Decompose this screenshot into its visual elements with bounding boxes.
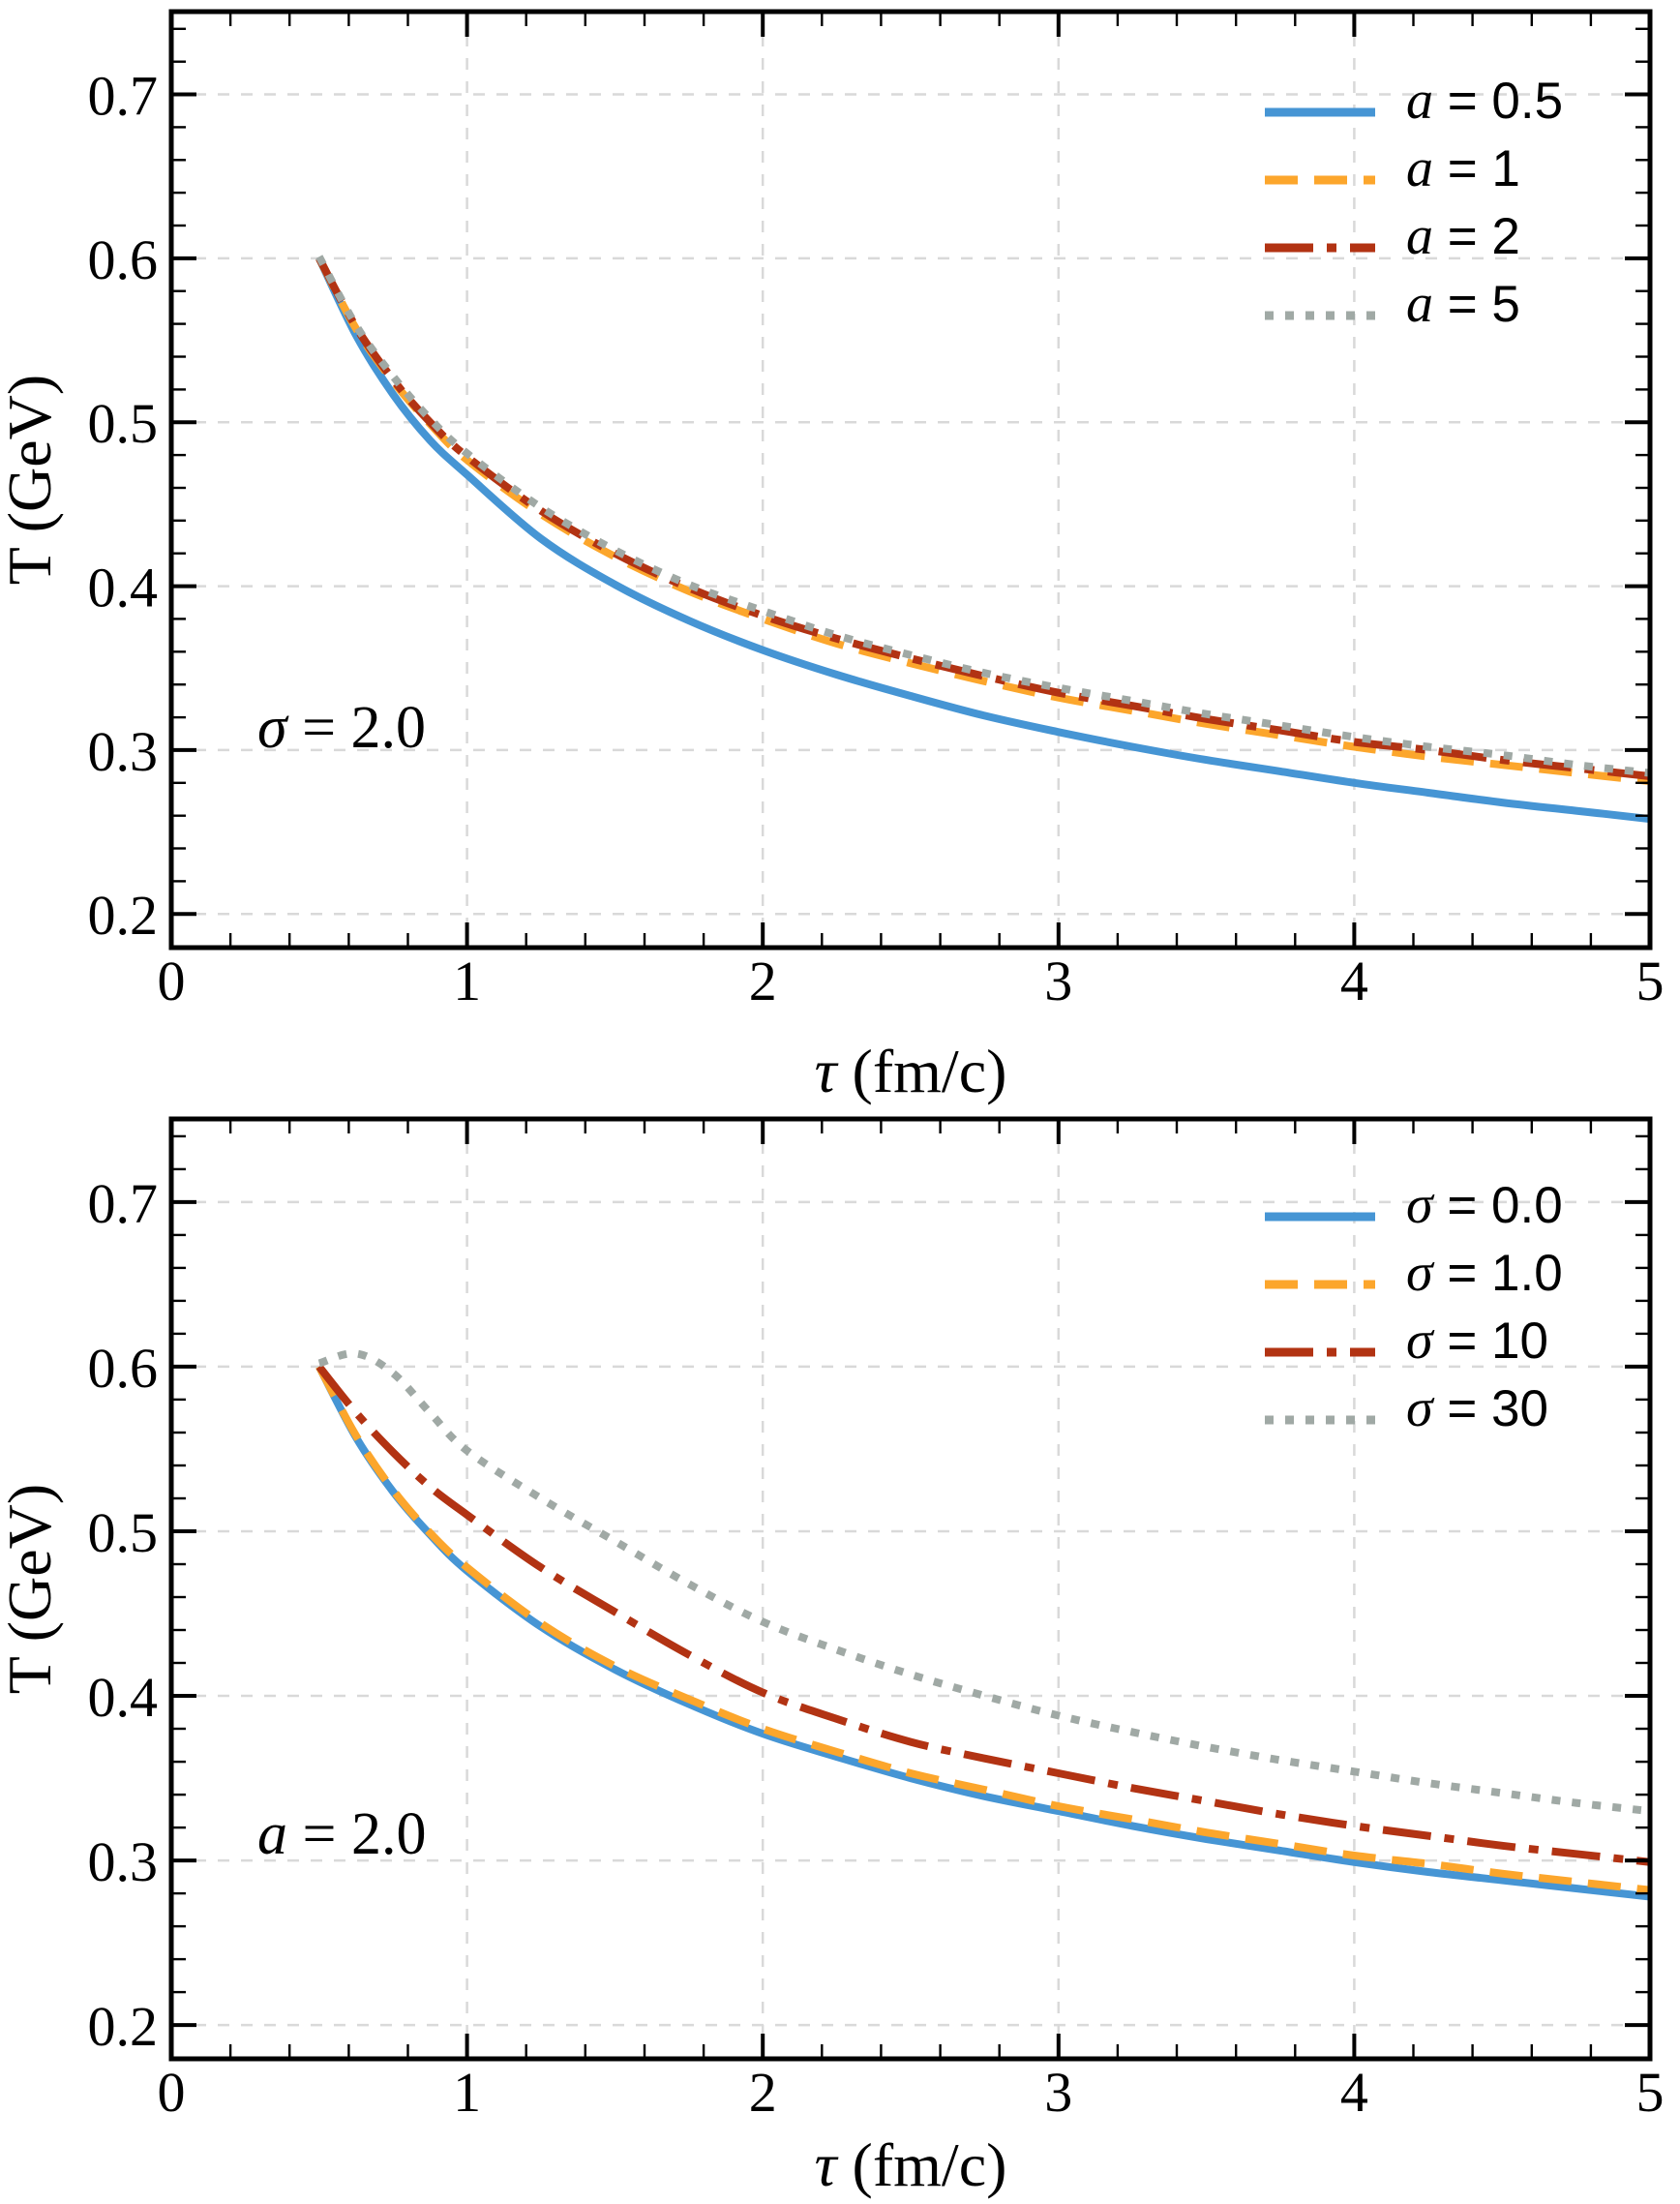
annotation-value: = 2.0 [287, 695, 426, 761]
annotation-value: = 2.0 [287, 1801, 426, 1867]
axes-frame [168, 1116, 1653, 2062]
legend-label-value: = 30 [1433, 1380, 1548, 1437]
x-axis-label-variable: τ [815, 2130, 839, 2199]
x-tick-label: 0 [158, 950, 186, 1012]
y-tick-label: 0.2 [88, 1995, 159, 2058]
panel-annotation: σ = 2.0 [257, 695, 426, 761]
legend-label-value: = 10 [1433, 1313, 1548, 1370]
y-tick-label: 0.3 [88, 1830, 159, 1893]
curve-a-1 [315, 257, 1650, 786]
x-axis-label: τ (fm/c) [815, 1037, 1007, 1105]
annotation-variable: a [257, 1801, 287, 1867]
bottom-panel: 0 1 2 3 4 5 0.2 0.3 0.4 0.5 0.6 0.7 τ (fm/c) T (GeV) a… [0, 1116, 1665, 2199]
legend-label-value: = 5 [1433, 276, 1520, 333]
legend-item-sigma-1.0: σ = 1.0 [1265, 1243, 1563, 1303]
legend-label-variable: σ [1406, 1175, 1435, 1235]
y-tick-label: 0.4 [88, 556, 159, 619]
legend-item-a-1: a = 1 [1265, 138, 1520, 198]
legend-label: σ = 10 [1406, 1311, 1548, 1371]
legend-label-variable: a [1406, 206, 1433, 266]
annotation-variable: σ [257, 695, 289, 761]
legend-label-value: = 1.0 [1433, 1245, 1563, 1302]
y-tick-label: 0.6 [88, 228, 159, 291]
curve-sigma-1.0 [315, 1365, 1650, 1894]
y-tick-label: 0.6 [88, 1337, 159, 1400]
x-tick-label: 4 [1340, 2061, 1368, 2124]
legend-label-variable: σ [1406, 1311, 1435, 1371]
legend-label: σ = 30 [1406, 1378, 1548, 1438]
axes-frame [168, 9, 1653, 951]
curve-a-0.5 [315, 257, 1650, 824]
panel-annotation: a = 2.0 [257, 1801, 426, 1867]
legend-item-a-5: a = 5 [1265, 274, 1520, 334]
y-tick-label: 0.7 [88, 64, 159, 127]
top-panel: 0 1 2 3 4 5 0.2 0.3 0.4 0.5 0.6 0.7 τ (fm/c) T (GeV) σ… [0, 9, 1665, 1105]
curve-sigma-10 [315, 1364, 1650, 1866]
x-axis-label-units: (fm/c) [837, 1037, 1007, 1105]
legend-label: σ = 1.0 [1406, 1243, 1563, 1303]
legend-item-sigma-30: σ = 30 [1265, 1378, 1548, 1438]
x-tick-label: 5 [1636, 950, 1665, 1012]
legend-label: σ = 0.0 [1406, 1175, 1563, 1235]
y-axis-label: T (GeV) [0, 1484, 64, 1694]
y-tick-label: 0.4 [88, 1666, 159, 1729]
y-tick-label: 0.5 [88, 1501, 159, 1564]
x-tick-label: 1 [453, 2061, 481, 2124]
x-tick-label: 3 [1044, 950, 1072, 1012]
x-tick-label: 0 [158, 2061, 186, 2124]
legend-label: a = 0.5 [1406, 71, 1563, 131]
legend-label-value: = 2 [1433, 208, 1520, 265]
legend-label-value: = 0.0 [1433, 1177, 1563, 1234]
x-tick-label: 5 [1636, 2061, 1665, 2124]
legend-label-value: = 1 [1433, 140, 1520, 197]
legend-label-variable: a [1406, 274, 1433, 334]
y-tick-label: 0.3 [88, 720, 159, 783]
legend-item-a-0.5: a = 0.5 [1265, 71, 1563, 131]
x-axis-label-units: (fm/c) [837, 2130, 1007, 2199]
legend-item-sigma-10: σ = 10 [1265, 1311, 1548, 1371]
y-tick-label: 0.2 [88, 884, 159, 947]
legend-label-variable: a [1406, 138, 1433, 198]
legend-label-variable: a [1406, 71, 1433, 131]
curve-a-5 [315, 255, 1650, 777]
x-axis-label: τ (fm/c) [815, 2130, 1007, 2199]
x-tick-label: 2 [749, 950, 777, 1012]
legend-label: a = 1 [1406, 138, 1520, 198]
legend-label: a = 5 [1406, 274, 1520, 334]
x-tick-label: 3 [1044, 2061, 1072, 2124]
legend-item-a-2: a = 2 [1265, 206, 1520, 266]
y-axis-label: T (GeV) [0, 375, 64, 585]
legend-label: a = 2 [1406, 206, 1520, 266]
legend-item-sigma-0.0: σ = 0.0 [1265, 1175, 1563, 1235]
legend-label-variable: σ [1406, 1243, 1435, 1303]
legend: σ = 0.0σ = 1.0σ = 10σ = 30 [1265, 1175, 1563, 1438]
legend-label-value: = 0.5 [1433, 73, 1563, 130]
y-tick-label: 0.7 [88, 1172, 159, 1235]
x-tick-label: 2 [749, 2061, 777, 2124]
x-tick-label: 4 [1340, 950, 1368, 1012]
x-axis-label-variable: τ [815, 1037, 839, 1105]
legend-label-variable: σ [1406, 1378, 1435, 1438]
x-tick-label: 1 [453, 950, 481, 1012]
legend: a = 0.5a = 1a = 2a = 5 [1265, 71, 1563, 334]
y-tick-label: 0.5 [88, 392, 159, 455]
